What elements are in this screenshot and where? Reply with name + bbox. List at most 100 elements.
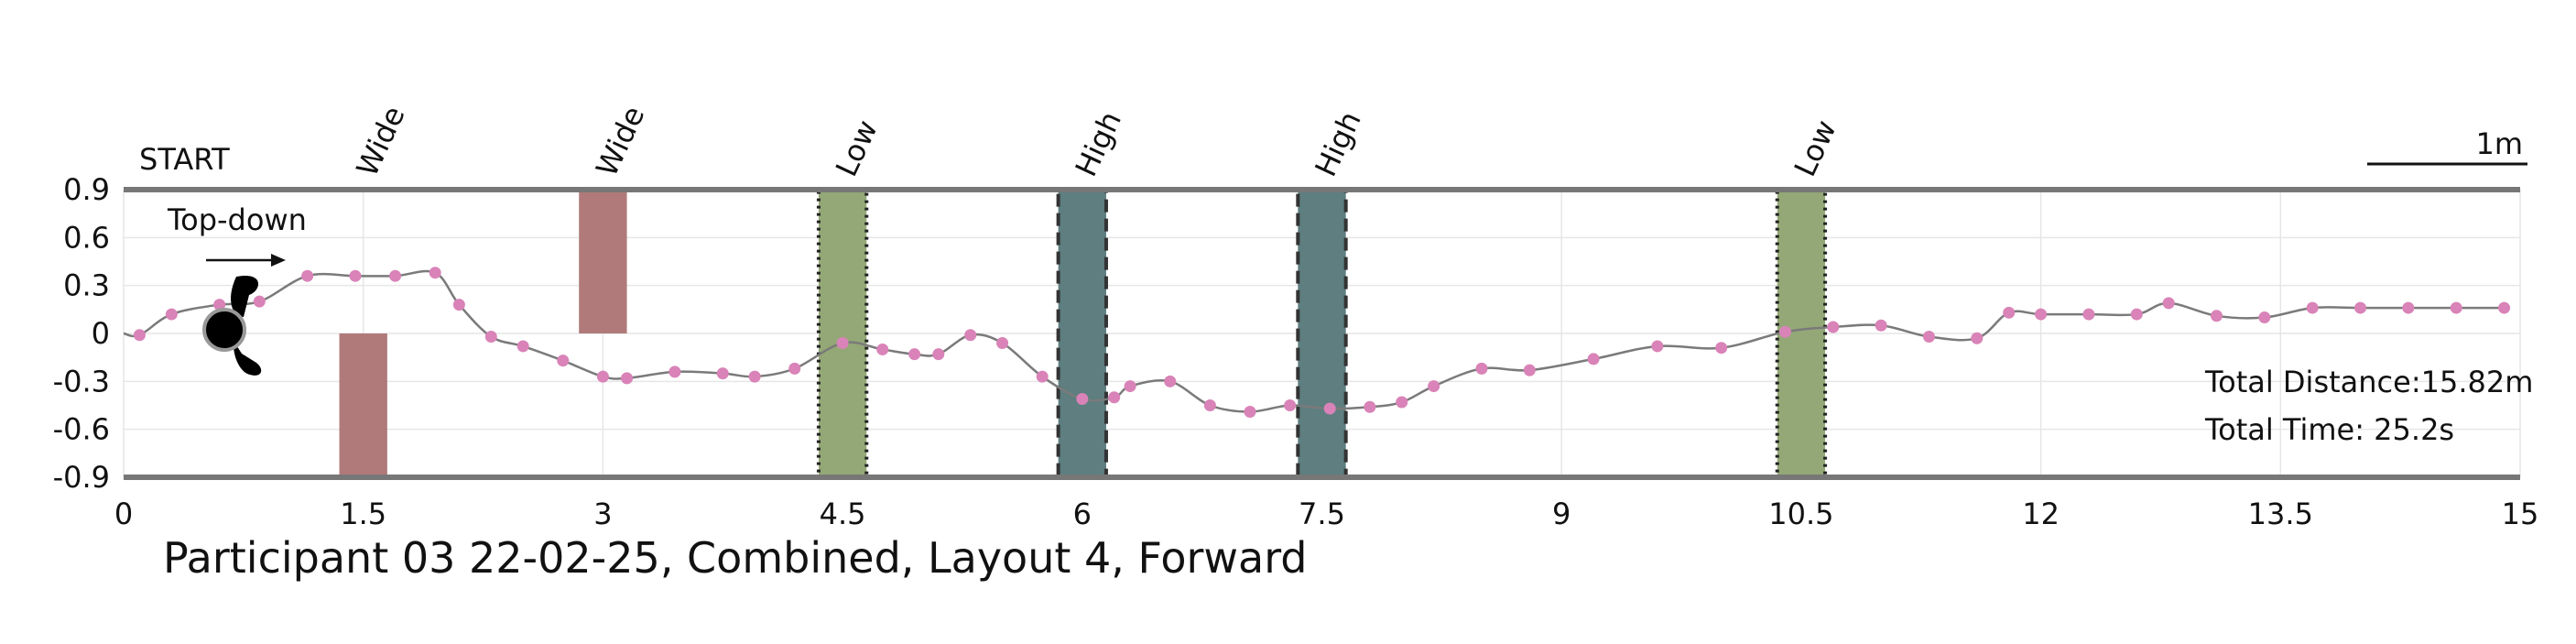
- path-point: [349, 269, 362, 282]
- path-point: [1036, 370, 1049, 383]
- path-point: [788, 362, 801, 375]
- y-tick-label: -0.9: [53, 460, 110, 495]
- y-tick-label: -0.6: [53, 412, 110, 447]
- path-point: [621, 372, 634, 385]
- path-point: [908, 348, 921, 361]
- path-point: [2354, 301, 2367, 314]
- path-point: [1244, 405, 1256, 418]
- path-point: [1076, 393, 1089, 406]
- x-tick-label: 10.5: [1768, 497, 1833, 531]
- path-point: [516, 340, 529, 353]
- path-point: [2306, 301, 2319, 314]
- path-point: [1396, 396, 1408, 409]
- trajectory-path: [123, 267, 2511, 418]
- path-point: [1827, 321, 1840, 333]
- walker-right-foot-icon: [233, 341, 262, 376]
- obstacle-label: High: [1069, 106, 1129, 182]
- topdown-label: Top-down: [167, 202, 307, 237]
- path-point: [253, 295, 266, 308]
- path-point: [668, 366, 681, 378]
- path-point: [2450, 301, 2462, 314]
- path-point: [932, 348, 945, 361]
- path-point: [876, 343, 889, 355]
- path-point: [1523, 364, 1536, 377]
- path-point: [1587, 353, 1600, 366]
- path-point: [1323, 402, 1336, 415]
- path-point: [748, 370, 761, 383]
- path-point: [2035, 308, 2048, 321]
- path-point: [1875, 319, 1887, 332]
- path-point: [165, 308, 178, 321]
- path-point: [2130, 308, 2143, 321]
- path-point: [133, 329, 146, 342]
- x-tick-label: 3: [593, 497, 612, 531]
- x-tick-label: 0: [114, 497, 133, 531]
- y-tick-label: 0.6: [63, 220, 110, 255]
- x-tick-label: 6: [1073, 497, 1092, 531]
- x-tick-label: 12: [2022, 497, 2060, 531]
- path-point: [389, 269, 402, 282]
- path-point: [557, 355, 570, 367]
- obstacle-wide-0: [339, 333, 387, 477]
- x-tick-label: 13.5: [2248, 497, 2313, 531]
- y-tick-label: 0: [92, 316, 110, 351]
- obstacle-label: Wide: [350, 101, 412, 181]
- path-point: [2402, 301, 2415, 314]
- y-tick-label: -0.3: [53, 364, 110, 398]
- axes: 0 1.5 3 4.5 6 7.5 9 10.5 12 13.5 15 0.9 0.6 0.3 0 -0.3 -…: [53, 172, 2539, 531]
- path-point: [1284, 399, 1297, 411]
- obstacle-label: Wide: [589, 101, 651, 181]
- chart-title: Participant 03 22-02-25, Combined, Layou…: [163, 533, 1308, 583]
- path-point: [1364, 400, 1376, 413]
- path-point: [2211, 310, 2223, 322]
- path-point: [1475, 362, 1488, 375]
- path-point: [429, 267, 441, 279]
- path-point: [1124, 380, 1136, 393]
- path-point: [2258, 311, 2271, 324]
- path-point: [1428, 380, 1440, 393]
- path-point: [996, 336, 1009, 349]
- obstacle-label: High: [1308, 106, 1368, 182]
- x-tick-label: 1.5: [340, 497, 386, 531]
- walker-icon: [202, 275, 262, 376]
- path-point: [1778, 325, 1791, 338]
- x-tick-label: 7.5: [1299, 497, 1345, 531]
- path-point: [596, 370, 609, 383]
- total-distance: Total Distance:15.82m: [2204, 365, 2533, 399]
- x-tick-label: 15: [2502, 497, 2539, 531]
- scale-label: 1m: [2475, 126, 2523, 161]
- path-point: [1922, 330, 1935, 343]
- obstacle-label: Low: [1788, 115, 1843, 181]
- obstacle-wide-1: [579, 190, 627, 333]
- path-point: [2082, 308, 2095, 321]
- path-point: [1715, 342, 1728, 355]
- path-point: [2162, 297, 2175, 310]
- path-point: [836, 336, 849, 349]
- walker-head-icon: [202, 308, 246, 352]
- path-point: [1971, 332, 1984, 344]
- start-label: START: [139, 142, 230, 177]
- y-tick-label: 0.3: [63, 268, 110, 303]
- path-point: [301, 269, 314, 282]
- path-point: [484, 330, 497, 343]
- path-point: [452, 299, 465, 311]
- path-point: [2003, 306, 2016, 319]
- path-point: [1203, 399, 1216, 411]
- obstacle-label: Low: [829, 115, 885, 181]
- path-point: [213, 299, 226, 311]
- path-point: [716, 367, 729, 380]
- arrow-head-icon: [271, 254, 286, 267]
- scale-bar: 1m: [2367, 126, 2527, 166]
- obstacle-high-4: [1296, 188, 1348, 479]
- path-point: [964, 329, 977, 342]
- y-tick-label: 0.9: [63, 172, 110, 207]
- path-point: [2498, 301, 2511, 314]
- obstacle-low-2: [816, 188, 869, 479]
- topdown-indicator: Top-down: [167, 202, 307, 267]
- x-tick-label: 9: [1552, 497, 1571, 531]
- obstacles: Wide Wide Low High High Low: [339, 101, 1843, 479]
- obstacle-high-3: [1056, 188, 1108, 479]
- path-point: [1108, 391, 1121, 404]
- x-tick-label: 4.5: [820, 497, 866, 531]
